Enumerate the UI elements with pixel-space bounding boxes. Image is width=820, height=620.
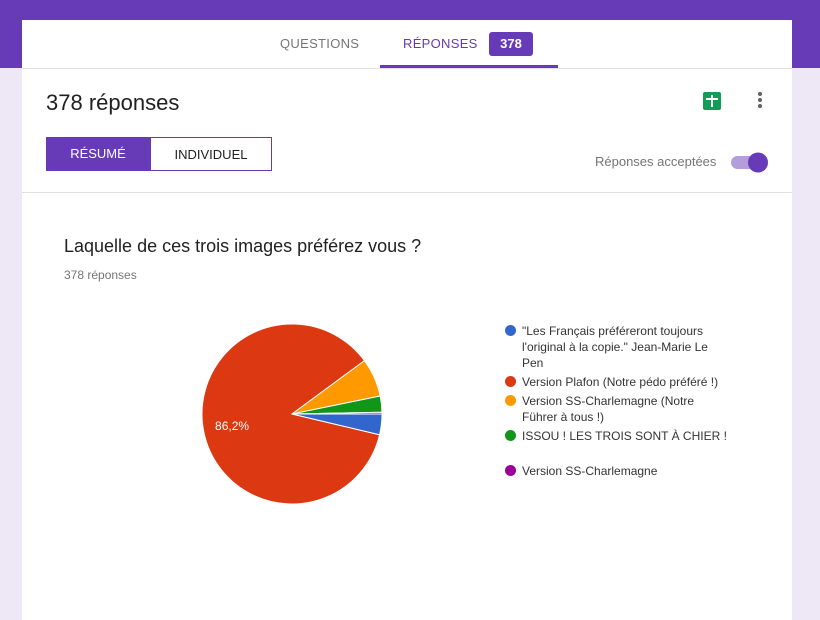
legend-swatch (505, 465, 516, 476)
legend-swatch (505, 325, 516, 336)
pie-chart: 86,2% (201, 323, 383, 505)
toggle[interactable] (728, 150, 772, 174)
legend-label: Version SS-Charlemagne (Notre Führer à t… (522, 394, 695, 424)
legend-label: "Les Français préféreront toujours l'ori… (522, 324, 708, 370)
legend-swatch (505, 376, 516, 387)
legend-swatch (505, 395, 516, 406)
header-title: 378 réponses (46, 90, 180, 115)
tab-underline (380, 65, 558, 68)
divider (22, 192, 792, 193)
more-menu[interactable] (750, 89, 770, 113)
question-subtitle: 378 réponses (64, 268, 137, 282)
legend-label: ISSOU ! LES TROIS SONT À CHIER ! (522, 429, 727, 443)
pie-slice (201, 323, 381, 505)
divider (22, 68, 792, 69)
legend-swatch (505, 430, 516, 441)
tab-questions[interactable]: QUESTIONS (280, 36, 360, 51)
slice-label: 86,2% (215, 419, 249, 433)
legend-label: Version Plafon (Notre pédo préféré !) (522, 375, 719, 389)
question-title: Laquelle de ces trois images préférez vo… (64, 236, 422, 256)
button-summary[interactable]: RÉSUMÉ (46, 137, 150, 171)
tab-responses[interactable]: RÉPONSES (403, 36, 478, 51)
card (22, 20, 792, 620)
sheets-icon[interactable] (700, 89, 724, 113)
pie-slice (291, 413, 383, 436)
toggle-label: Réponses acceptées (595, 154, 717, 169)
button-individual[interactable]: INDIVIDUEL (150, 137, 272, 171)
legend-label: Version SS-Charlemagne (522, 464, 658, 478)
tab-badge: 378 (489, 32, 533, 56)
